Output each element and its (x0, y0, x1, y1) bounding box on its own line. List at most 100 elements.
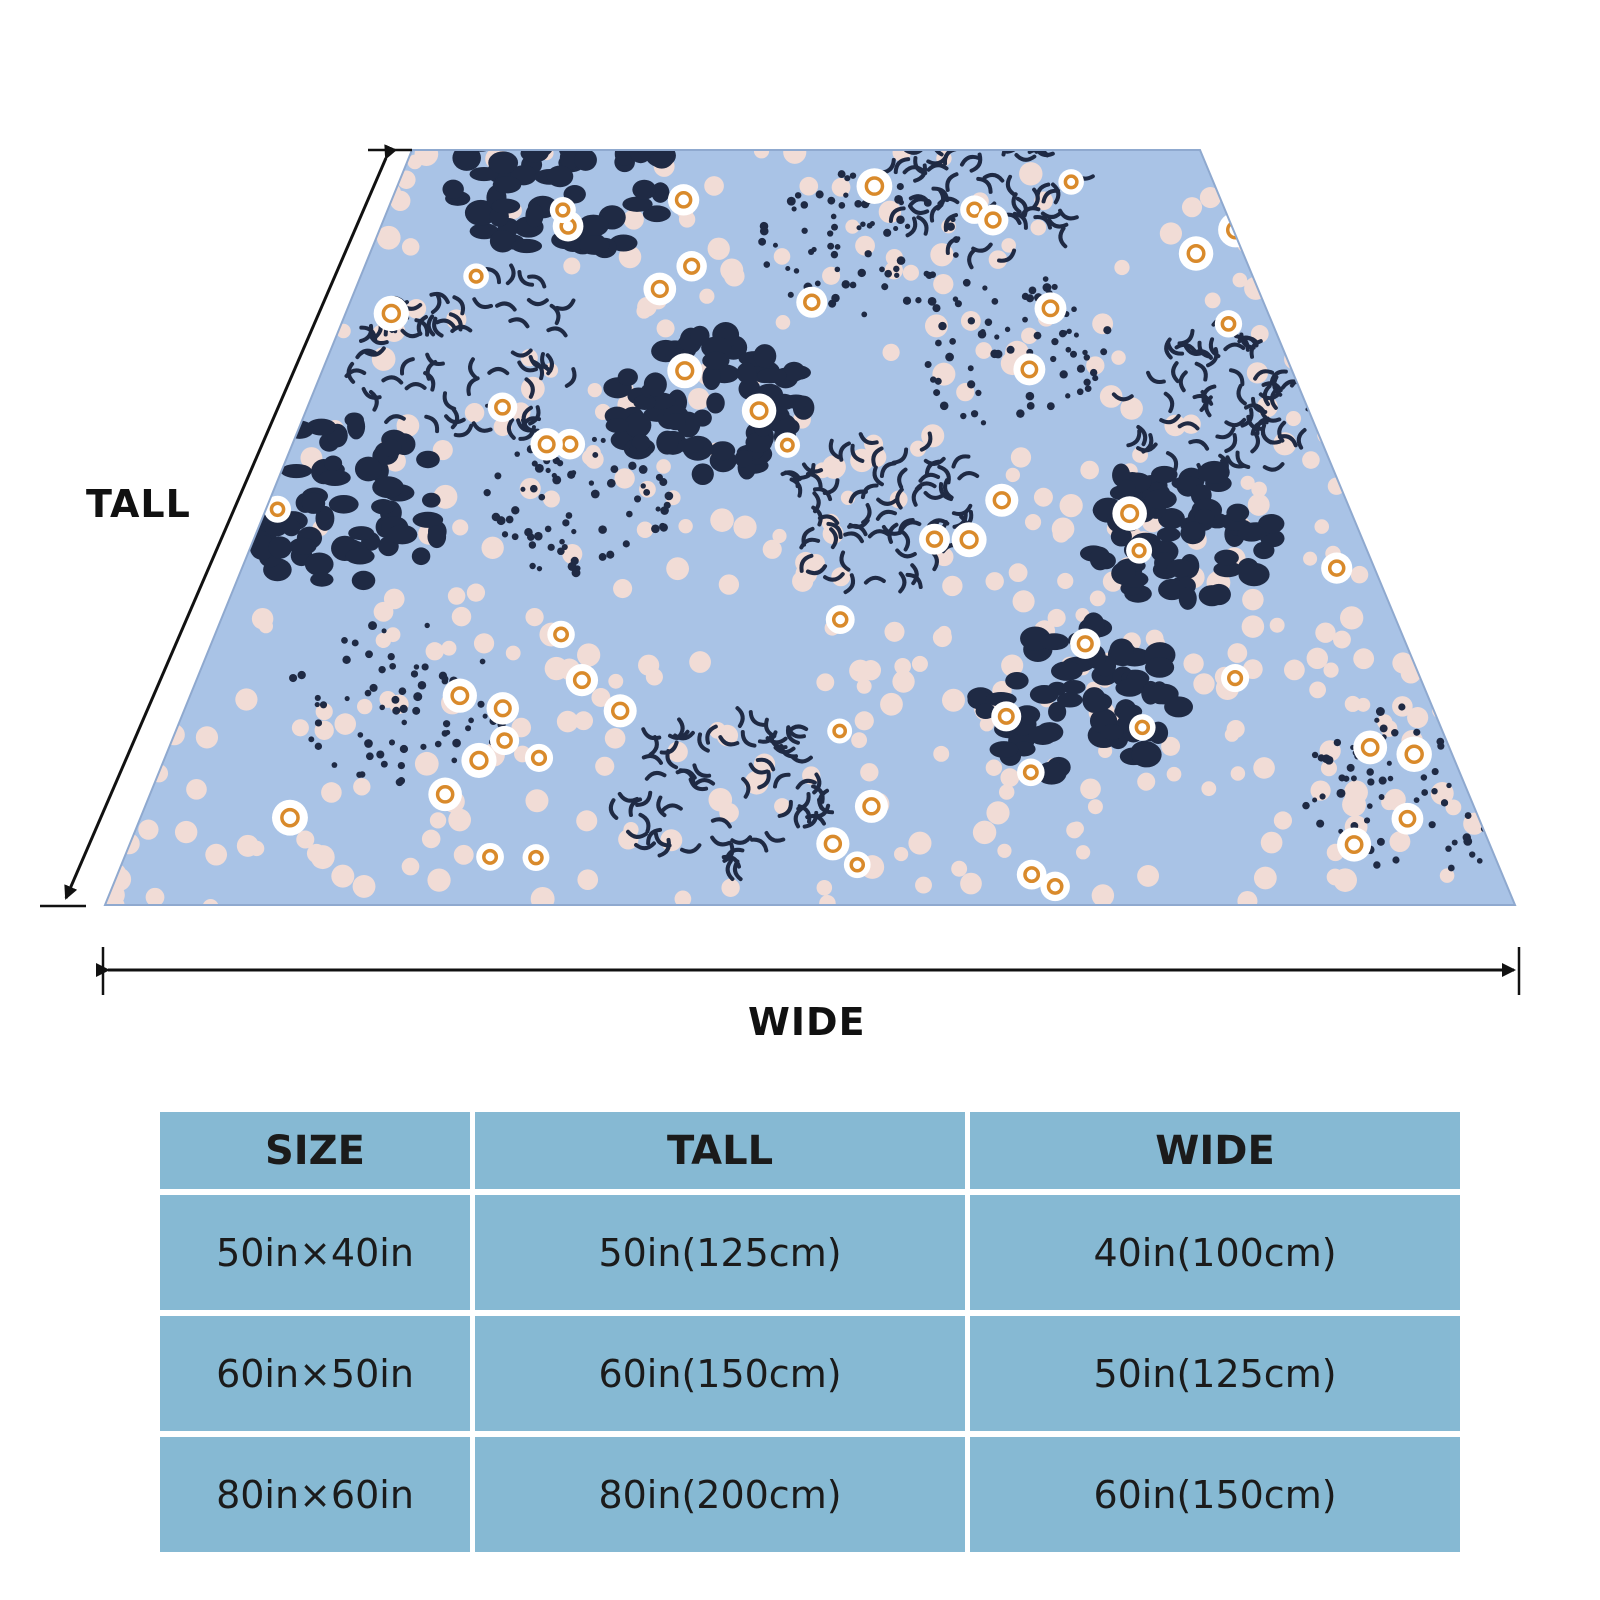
navy-blob (1029, 684, 1059, 704)
navy-dot (1376, 837, 1385, 846)
navy-dot (547, 543, 555, 551)
navy-stroke (518, 425, 536, 441)
navy-dot (664, 491, 674, 501)
navy-dot (800, 201, 809, 209)
orange-center (925, 530, 944, 548)
orange-center (683, 257, 701, 275)
blush-dot (1000, 768, 1020, 787)
navy-blob (1198, 460, 1230, 484)
navy-stroke (796, 791, 811, 811)
navy-dot (399, 704, 408, 714)
navy-dot (398, 687, 407, 696)
navy-stroke (1255, 416, 1270, 436)
navy-stroke (748, 762, 770, 775)
white-flower (565, 663, 599, 697)
blush-dot (1418, 642, 1442, 665)
navy-stroke (688, 777, 709, 792)
navy-stroke (646, 827, 663, 846)
white-flower (1178, 236, 1214, 271)
blush-dot (1330, 345, 1352, 367)
navy-dot (1506, 798, 1513, 805)
orange-center (1412, 548, 1429, 565)
blush-dot (1005, 467, 1021, 483)
navy-stroke (735, 706, 745, 728)
navy-dot (441, 730, 449, 737)
navy-stroke (938, 482, 954, 502)
blush-dot (1323, 662, 1339, 678)
blush-dot (154, 725, 172, 743)
white-flower (272, 799, 308, 836)
blush-dot (1251, 481, 1267, 498)
navy-stroke (1058, 226, 1068, 249)
blush-dot (1443, 171, 1459, 187)
blanket (105, 150, 1515, 905)
navy-stroke (908, 197, 931, 207)
navy-stroke (768, 734, 788, 750)
row-1-wide: 40in(100cm) (970, 1195, 1460, 1310)
navy-dot (1311, 751, 1319, 759)
navy-stroke (817, 514, 840, 525)
blush-dot (1481, 784, 1497, 800)
blush-dot (1450, 158, 1473, 180)
navy-dot (536, 565, 543, 572)
navy-blob (257, 457, 277, 476)
navy-stroke (740, 729, 757, 748)
navy-dot (827, 196, 836, 205)
white-flower (1058, 169, 1084, 195)
blush-dot (1432, 700, 1452, 720)
navy-stroke (982, 172, 1005, 183)
navy-blob (692, 409, 712, 427)
blush-dot (1252, 210, 1276, 234)
navy-stroke (1126, 428, 1142, 448)
blanket-illustration (40, 144, 1521, 995)
navy-dot (935, 339, 942, 347)
white-flower (442, 678, 477, 713)
white-flower (1413, 415, 1446, 448)
navy-stroke (943, 213, 959, 232)
navy-dot (1386, 760, 1392, 766)
orange-center (749, 401, 769, 421)
navy-dot (491, 512, 501, 522)
navy-dot (793, 268, 800, 274)
blush-dot (595, 756, 615, 776)
navy-stroke (414, 318, 430, 337)
orange-center (674, 191, 693, 209)
navy-dot (410, 670, 419, 678)
orange-center (537, 435, 556, 454)
blush-dot (638, 654, 660, 676)
header-size: SIZE (160, 1112, 470, 1189)
blush-dot (113, 568, 128, 583)
navy-dot (991, 298, 999, 305)
orange-center (1134, 719, 1151, 736)
blush-dot (1400, 150, 1416, 159)
white-flower (991, 701, 1022, 732)
blush-dot (1283, 659, 1305, 681)
navy-dot (1512, 826, 1515, 834)
navy-stroke (425, 352, 445, 366)
blush-dot (1426, 186, 1444, 204)
white-flower (774, 432, 801, 458)
orange-center (779, 437, 795, 453)
navy-dot (1016, 409, 1025, 418)
white-flower (1391, 802, 1424, 835)
navy-blob (469, 167, 499, 182)
blush-dot (720, 258, 744, 282)
white-flower (476, 842, 504, 871)
navy-blob (624, 412, 652, 438)
navy-dot (552, 456, 561, 465)
navy-stroke (638, 812, 651, 834)
navy-stroke (608, 798, 619, 820)
navy-dot (949, 338, 956, 345)
blush-dot (1001, 238, 1016, 253)
blush-dot (1247, 493, 1270, 516)
navy-dot (1387, 775, 1394, 782)
navy-dot (1350, 775, 1357, 782)
navy-stroke (937, 196, 960, 206)
navy-stroke (945, 172, 959, 192)
navy-dot (837, 170, 846, 179)
blush-dot (1303, 259, 1321, 277)
blush-dot (1392, 652, 1414, 674)
navy-stroke (641, 753, 663, 765)
navy-blob (1050, 661, 1083, 681)
blush-dot (329, 301, 346, 318)
